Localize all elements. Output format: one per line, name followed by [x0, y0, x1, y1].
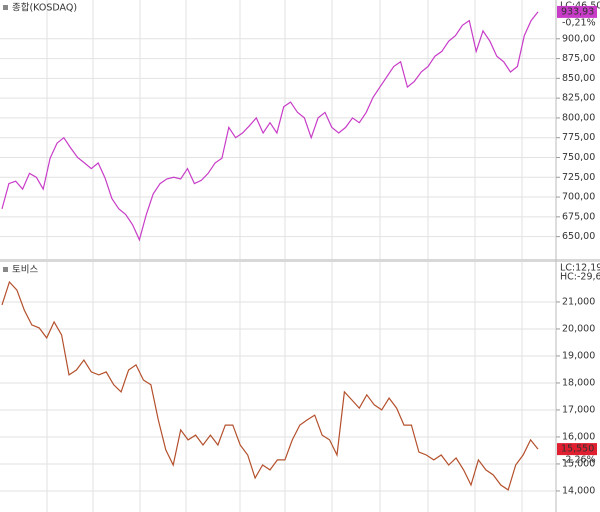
change-label: -2,26% [562, 455, 596, 466]
price-tag [557, 5, 597, 18]
title-icon [3, 5, 8, 10]
y-tick-label: 700,00 [562, 192, 595, 203]
y-tick-label: 21,000 [562, 296, 595, 307]
price-tag [557, 443, 597, 456]
y-tick-label: 675,00 [562, 211, 595, 222]
y-tick-label: 19,000 [562, 350, 595, 361]
annotation: HC:-29,64 [560, 272, 600, 283]
y-tick-label: 725,00 [562, 172, 595, 183]
y-tick-label: 18,000 [562, 377, 595, 388]
y-tick-label: 775,00 [562, 132, 595, 143]
change-label: -0,21% [562, 17, 596, 28]
annotation: LC:12,19 [560, 263, 600, 274]
panel-separator [0, 259, 600, 262]
price-tag-label: 15,550 [561, 444, 594, 455]
panel-title: 토비스 [12, 265, 38, 276]
y-tick-label: 875,00 [562, 53, 595, 64]
y-tick-label: 825,00 [562, 93, 595, 104]
y-tick-label: 20,000 [562, 323, 595, 334]
title-icon [3, 267, 8, 272]
y-tick-label: 14,000 [562, 485, 595, 496]
panel-title: 종합(KOSDAQ) [12, 3, 77, 14]
y-tick-label: 17,000 [562, 404, 595, 415]
price-line [1, 280, 539, 491]
y-tick-label: 15,000 [562, 458, 595, 469]
y-tick-label: 850,00 [562, 73, 595, 84]
price-line [1, 11, 539, 242]
price-tag-label: 933,93 [561, 6, 594, 17]
y-tick-label: 650,00 [562, 231, 595, 242]
vertical-grid [46, 0, 523, 512]
y-tick-label: 900,00 [562, 33, 595, 44]
y-tick-label: 16,000 [562, 431, 595, 442]
y-tick-label: 800,00 [562, 112, 595, 123]
y-tick-label: 750,00 [562, 152, 595, 163]
